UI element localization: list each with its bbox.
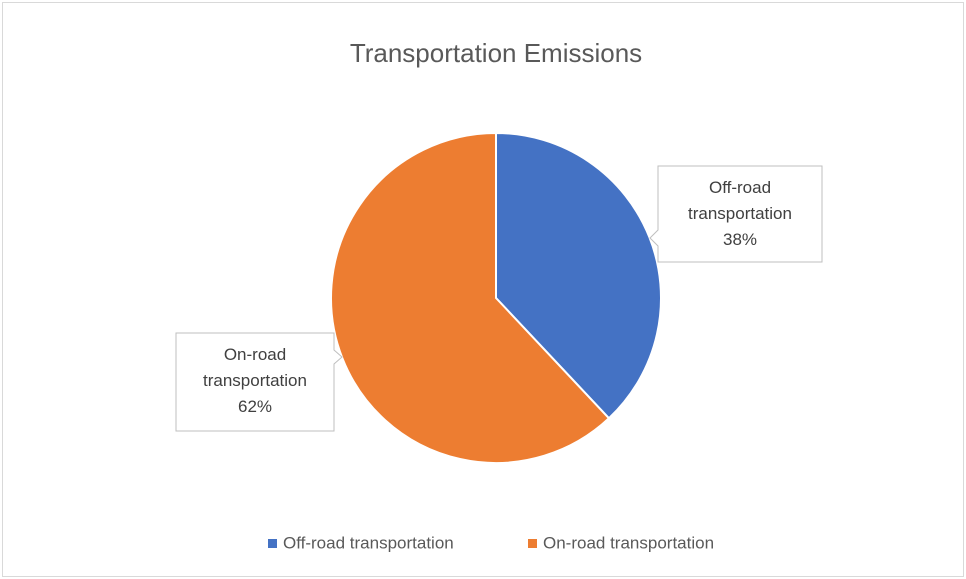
data-label-category: Off-road transportation <box>688 178 792 223</box>
legend-label: Off-road transportation <box>283 533 454 552</box>
legend-swatch <box>268 539 277 548</box>
data-callout-box <box>649 165 823 263</box>
data-label-value: 38% <box>722 230 758 249</box>
legend-label: On-road transportation <box>543 533 714 552</box>
data-callout-box <box>175 332 343 432</box>
chart-title: Transportation Emissions <box>350 38 642 68</box>
data-label-value: 62% <box>237 397 273 416</box>
pie-slice <box>330 131 611 464</box>
legend-swatch <box>528 539 537 548</box>
data-label-category: On-road transportation <box>203 345 307 390</box>
data-label: Off-road transportation 38% <box>658 166 822 262</box>
data-label: On-road transportation 62% <box>176 333 334 431</box>
pie-slice <box>495 131 662 420</box>
